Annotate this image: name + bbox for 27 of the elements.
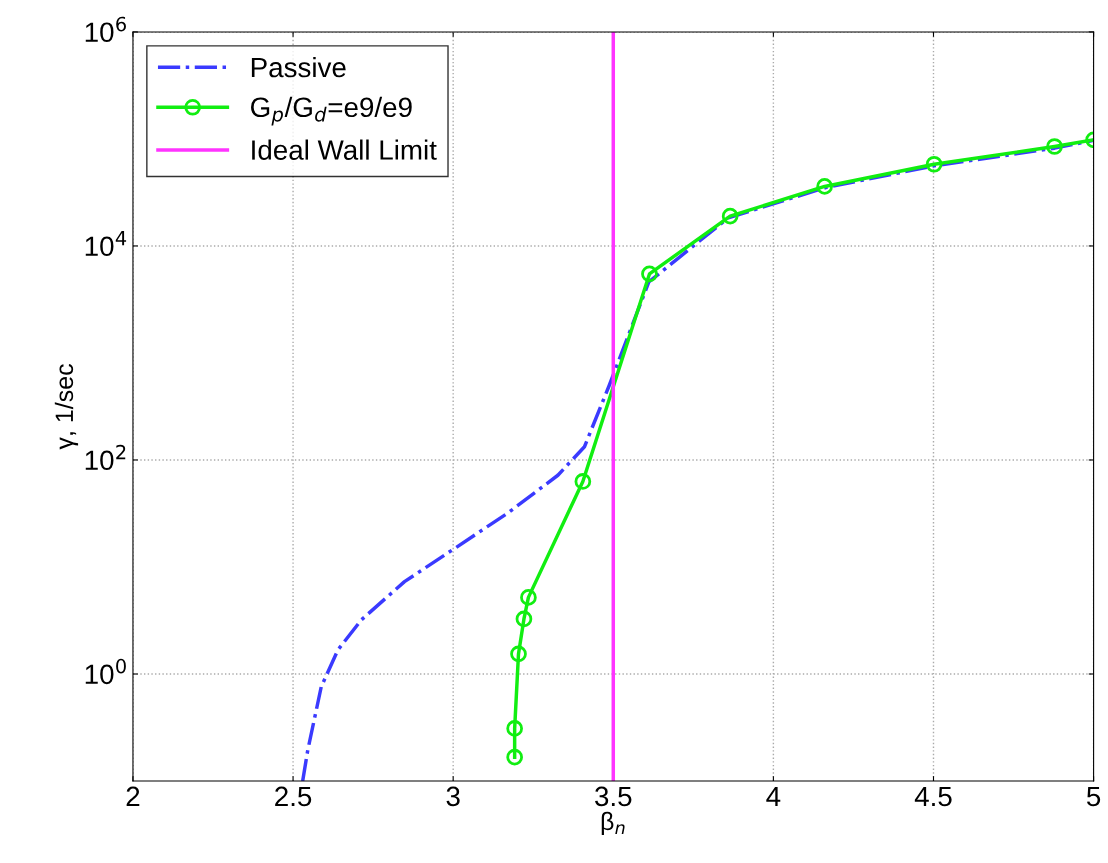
point [816,178,833,195]
x-tick-label: 5 [1086,786,1101,807]
point [925,155,943,173]
point [515,610,533,628]
x-tick-label: 4 [766,786,781,807]
point [1046,138,1063,155]
y-tick-label: 10$^{6}$ [85,16,126,43]
point [520,589,537,606]
point [641,265,658,283]
x-axis-title: β$_{n}$ [601,811,625,836]
x-tick-label: 2.5 [275,786,312,807]
point [510,645,527,663]
y-tick-label: 10$^{0}$ [85,658,126,685]
point [574,473,592,490]
point [721,207,739,225]
y-tick-label: 10$^{4}$ [85,231,127,257]
point [506,720,523,737]
legend-label: G$_{p}$/G$_{d}$=e9/e9 [251,96,412,126]
legend-label: Passive [251,56,346,78]
y-axis-title: γ, 1/sec [54,364,79,450]
x-tick-label: 3.5 [595,786,632,807]
legend-label: Ideal Wall Limit [252,139,437,160]
point [506,748,523,766]
x-tick-label: 3 [446,786,460,807]
y-tick-label: 10$^{2}$ [85,444,126,471]
x-tick-label: 2 [126,786,140,807]
x-tick-label: 4.5 [914,786,952,807]
